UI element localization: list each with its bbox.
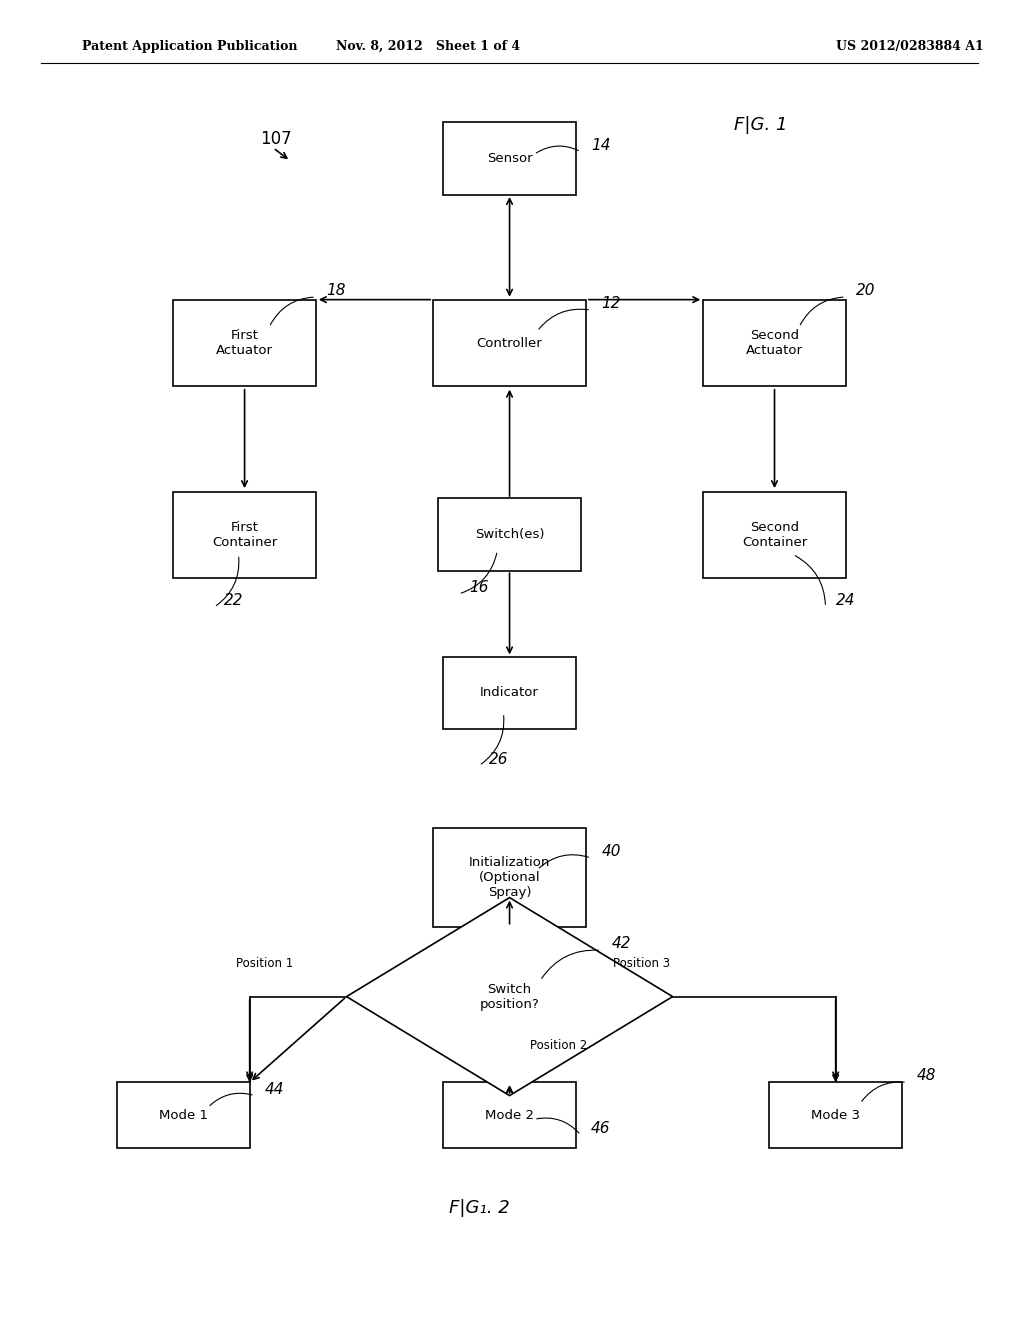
- Text: Patent Application Publication: Patent Application Publication: [82, 40, 297, 53]
- Text: 16: 16: [469, 579, 488, 595]
- FancyBboxPatch shape: [433, 829, 586, 927]
- FancyBboxPatch shape: [703, 301, 846, 385]
- FancyBboxPatch shape: [443, 657, 575, 729]
- FancyBboxPatch shape: [117, 1082, 250, 1148]
- Text: 12: 12: [601, 296, 621, 312]
- Text: F|G. 1: F|G. 1: [734, 116, 787, 135]
- Text: Initialization
(Optional
Spray): Initialization (Optional Spray): [469, 857, 550, 899]
- Text: 44: 44: [265, 1081, 285, 1097]
- Text: 40: 40: [601, 843, 621, 859]
- Text: Position 3: Position 3: [613, 957, 671, 970]
- Text: 42: 42: [611, 936, 631, 952]
- Text: Switch
position?: Switch position?: [479, 982, 540, 1011]
- Text: Indicator: Indicator: [480, 686, 539, 700]
- Polygon shape: [346, 898, 673, 1096]
- FancyBboxPatch shape: [173, 301, 316, 385]
- FancyBboxPatch shape: [433, 301, 586, 385]
- Text: Second
Container: Second Container: [742, 520, 807, 549]
- Text: Mode 1: Mode 1: [159, 1109, 208, 1122]
- Text: Mode 3: Mode 3: [811, 1109, 860, 1122]
- Text: 26: 26: [489, 751, 509, 767]
- Text: First
Actuator: First Actuator: [216, 329, 273, 358]
- FancyBboxPatch shape: [443, 1082, 575, 1148]
- Text: 24: 24: [836, 593, 855, 609]
- Text: 46: 46: [591, 1121, 610, 1137]
- Text: Position 1: Position 1: [237, 957, 294, 970]
- Text: Switch(es): Switch(es): [475, 528, 545, 541]
- Text: 18: 18: [326, 282, 346, 298]
- Text: US 2012/0283884 A1: US 2012/0283884 A1: [836, 40, 983, 53]
- Text: Position 2: Position 2: [530, 1039, 587, 1052]
- Text: 14: 14: [591, 137, 610, 153]
- Text: Controller: Controller: [477, 337, 543, 350]
- Text: 48: 48: [918, 1068, 937, 1084]
- Text: Nov. 8, 2012   Sheet 1 of 4: Nov. 8, 2012 Sheet 1 of 4: [336, 40, 520, 53]
- FancyBboxPatch shape: [443, 121, 575, 195]
- FancyBboxPatch shape: [769, 1082, 902, 1148]
- Text: First
Container: First Container: [212, 520, 278, 549]
- Text: F|G₁. 2: F|G₁. 2: [449, 1199, 509, 1217]
- FancyBboxPatch shape: [173, 492, 316, 578]
- Text: Sensor: Sensor: [486, 152, 532, 165]
- FancyBboxPatch shape: [703, 492, 846, 578]
- FancyBboxPatch shape: [438, 498, 581, 570]
- Text: 20: 20: [856, 282, 876, 298]
- Text: 107: 107: [260, 129, 292, 148]
- Text: Mode 2: Mode 2: [485, 1109, 535, 1122]
- Text: Second
Actuator: Second Actuator: [746, 329, 803, 358]
- Text: 22: 22: [224, 593, 244, 609]
